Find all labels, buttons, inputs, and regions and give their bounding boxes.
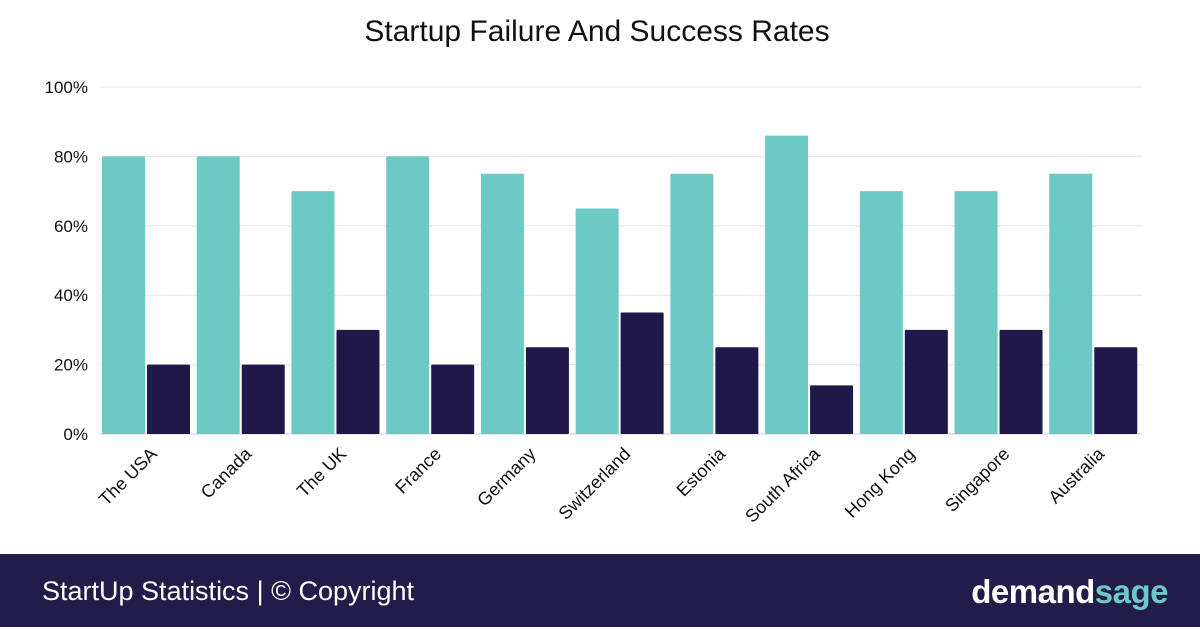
bar-success [431,364,475,434]
bar-success [336,329,380,434]
footer-bar: StartUp Statistics | © Copyright demands… [0,554,1200,627]
x-tick-label: France [391,444,445,498]
y-tick-label: 40% [54,286,88,305]
x-tick-label: Hong Kong [841,444,919,522]
bar-failure [575,208,619,434]
bar-failure [102,156,145,434]
y-tick-label: 60% [54,217,88,236]
y-tick-label: 20% [54,356,88,375]
bar-success [241,364,285,434]
y-axis-ticks: 0% 20% 40% 60% 80% 100% [45,78,88,444]
x-tick-label: Canada [197,443,256,502]
x-tick-label: The USA [95,444,161,510]
x-tick-label: The UK [293,444,350,501]
y-tick-label: 0% [63,425,88,444]
x-tick-label: Switzerland [555,444,635,524]
bar-failure [291,191,335,434]
x-tick-label: South Africa [741,443,824,526]
bar-success [147,364,190,434]
y-tick-label: 100% [45,78,88,97]
bar-failure [670,173,714,434]
bar-chart: Startup Failure And Success Rates 0% 20% 4… [45,15,1142,526]
y-tick-label: 80% [54,147,88,166]
bar-failure [1049,173,1093,434]
x-tick-label: Germany [473,444,539,510]
bar-failure [196,156,240,434]
x-tick-label: Australia [1044,443,1108,507]
bar-failure [386,156,430,434]
x-tick-label: Singapore [941,444,1013,516]
bar-failure [480,173,524,434]
bar-failure [954,191,998,434]
x-tick-label: Estonia [673,443,730,500]
x-axis-labels: The USA Canada The UK France Germany Switzerl… [95,443,1109,526]
brand-logo-part2: sage [1094,573,1169,610]
footer-caption: StartUp Statistics | © Copyright [42,576,415,606]
bar-success [715,347,759,434]
bar-success [525,347,569,434]
bar-success [999,329,1043,434]
chart-title: Startup Failure And Success Rates [364,15,829,48]
brand-logo: demandsage [971,554,1168,627]
bar-success [904,329,948,434]
bar-failure [859,191,903,434]
bar-success [810,385,854,434]
bar-success [620,312,664,434]
bar-failure [765,135,809,434]
bars [102,135,1138,434]
bar-success [1094,347,1138,434]
brand-logo-part1: demand [971,573,1095,610]
